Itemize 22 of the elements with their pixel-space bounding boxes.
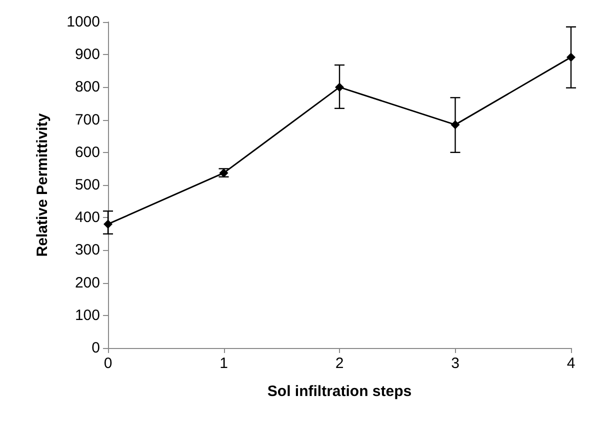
y-tick-label: 900	[74, 46, 100, 64]
y-tick-label: 0	[92, 340, 100, 356]
point	[335, 82, 344, 92]
point	[104, 220, 112, 229]
x-tick-label: 2	[335, 355, 344, 372]
x-tick-label: 1	[220, 355, 228, 372]
x-tick-label: 3	[451, 355, 460, 372]
point	[566, 52, 576, 62]
point	[450, 120, 460, 130]
y-tick-label: 700	[74, 111, 100, 128]
y-tick-label: 1000	[66, 14, 100, 30]
y-tick-label: 100	[74, 306, 100, 324]
y-tick-label: 600	[74, 144, 100, 161]
x-tick-label: 4	[566, 355, 576, 372]
x-axis-title: Sol infiltration steps	[267, 383, 412, 400]
y-tick-label: 200	[74, 274, 100, 292]
x-tick-label: 0	[104, 355, 112, 372]
y-tick-label: 800	[74, 78, 100, 96]
y-tick-label: 300	[74, 242, 100, 259]
y-tick-label: 400	[74, 209, 100, 226]
y-tick-label: 500	[74, 176, 100, 194]
y-axis-title: Relative Permittivity	[34, 112, 51, 257]
